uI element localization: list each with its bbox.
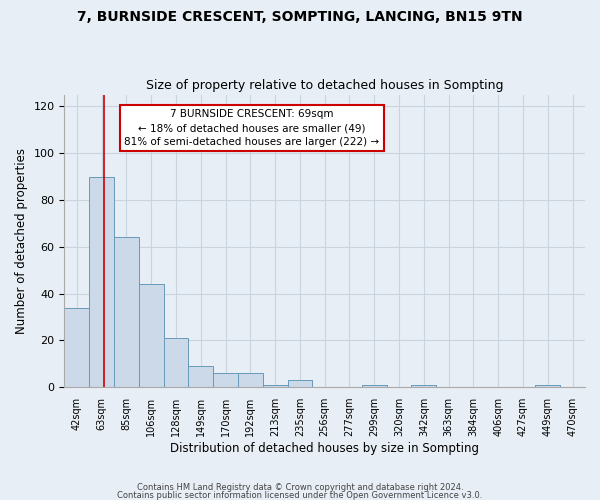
Bar	[213, 373, 238, 387]
Bar	[139, 284, 164, 387]
Bar	[238, 373, 263, 387]
Text: 7 BURNSIDE CRESCENT: 69sqm
← 18% of detached houses are smaller (49)
81% of semi: 7 BURNSIDE CRESCENT: 69sqm ← 18% of deta…	[124, 109, 379, 147]
Text: Contains public sector information licensed under the Open Government Licence v3: Contains public sector information licen…	[118, 491, 482, 500]
Text: Contains HM Land Registry data © Crown copyright and database right 2024.: Contains HM Land Registry data © Crown c…	[137, 484, 463, 492]
Bar	[188, 366, 213, 387]
Bar	[362, 385, 386, 387]
Bar	[287, 380, 313, 387]
Bar	[412, 385, 436, 387]
Title: Size of property relative to detached houses in Sompting: Size of property relative to detached ho…	[146, 79, 503, 92]
Bar	[89, 176, 114, 387]
Bar	[164, 338, 188, 387]
Bar	[64, 308, 89, 387]
X-axis label: Distribution of detached houses by size in Sompting: Distribution of detached houses by size …	[170, 442, 479, 455]
Y-axis label: Number of detached properties: Number of detached properties	[15, 148, 28, 334]
Bar	[535, 385, 560, 387]
Bar	[114, 238, 139, 387]
Bar	[263, 385, 287, 387]
Text: 7, BURNSIDE CRESCENT, SOMPTING, LANCING, BN15 9TN: 7, BURNSIDE CRESCENT, SOMPTING, LANCING,…	[77, 10, 523, 24]
